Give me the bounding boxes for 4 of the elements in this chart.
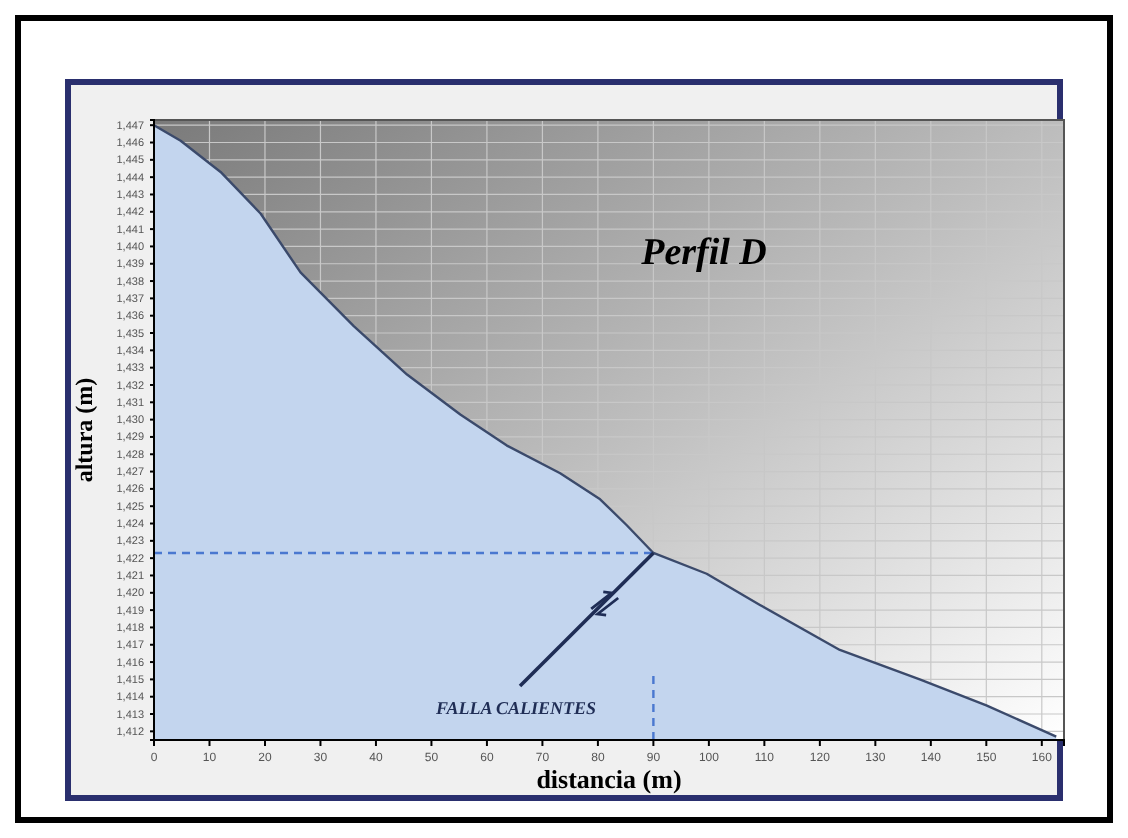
text: Perfil D [639,232,768,274]
x-axis-title: distancia (m) [536,764,682,794]
annotation: FALLA CALIENTES [434,698,596,718]
y-axis-title: altura (m) [70,377,98,483]
